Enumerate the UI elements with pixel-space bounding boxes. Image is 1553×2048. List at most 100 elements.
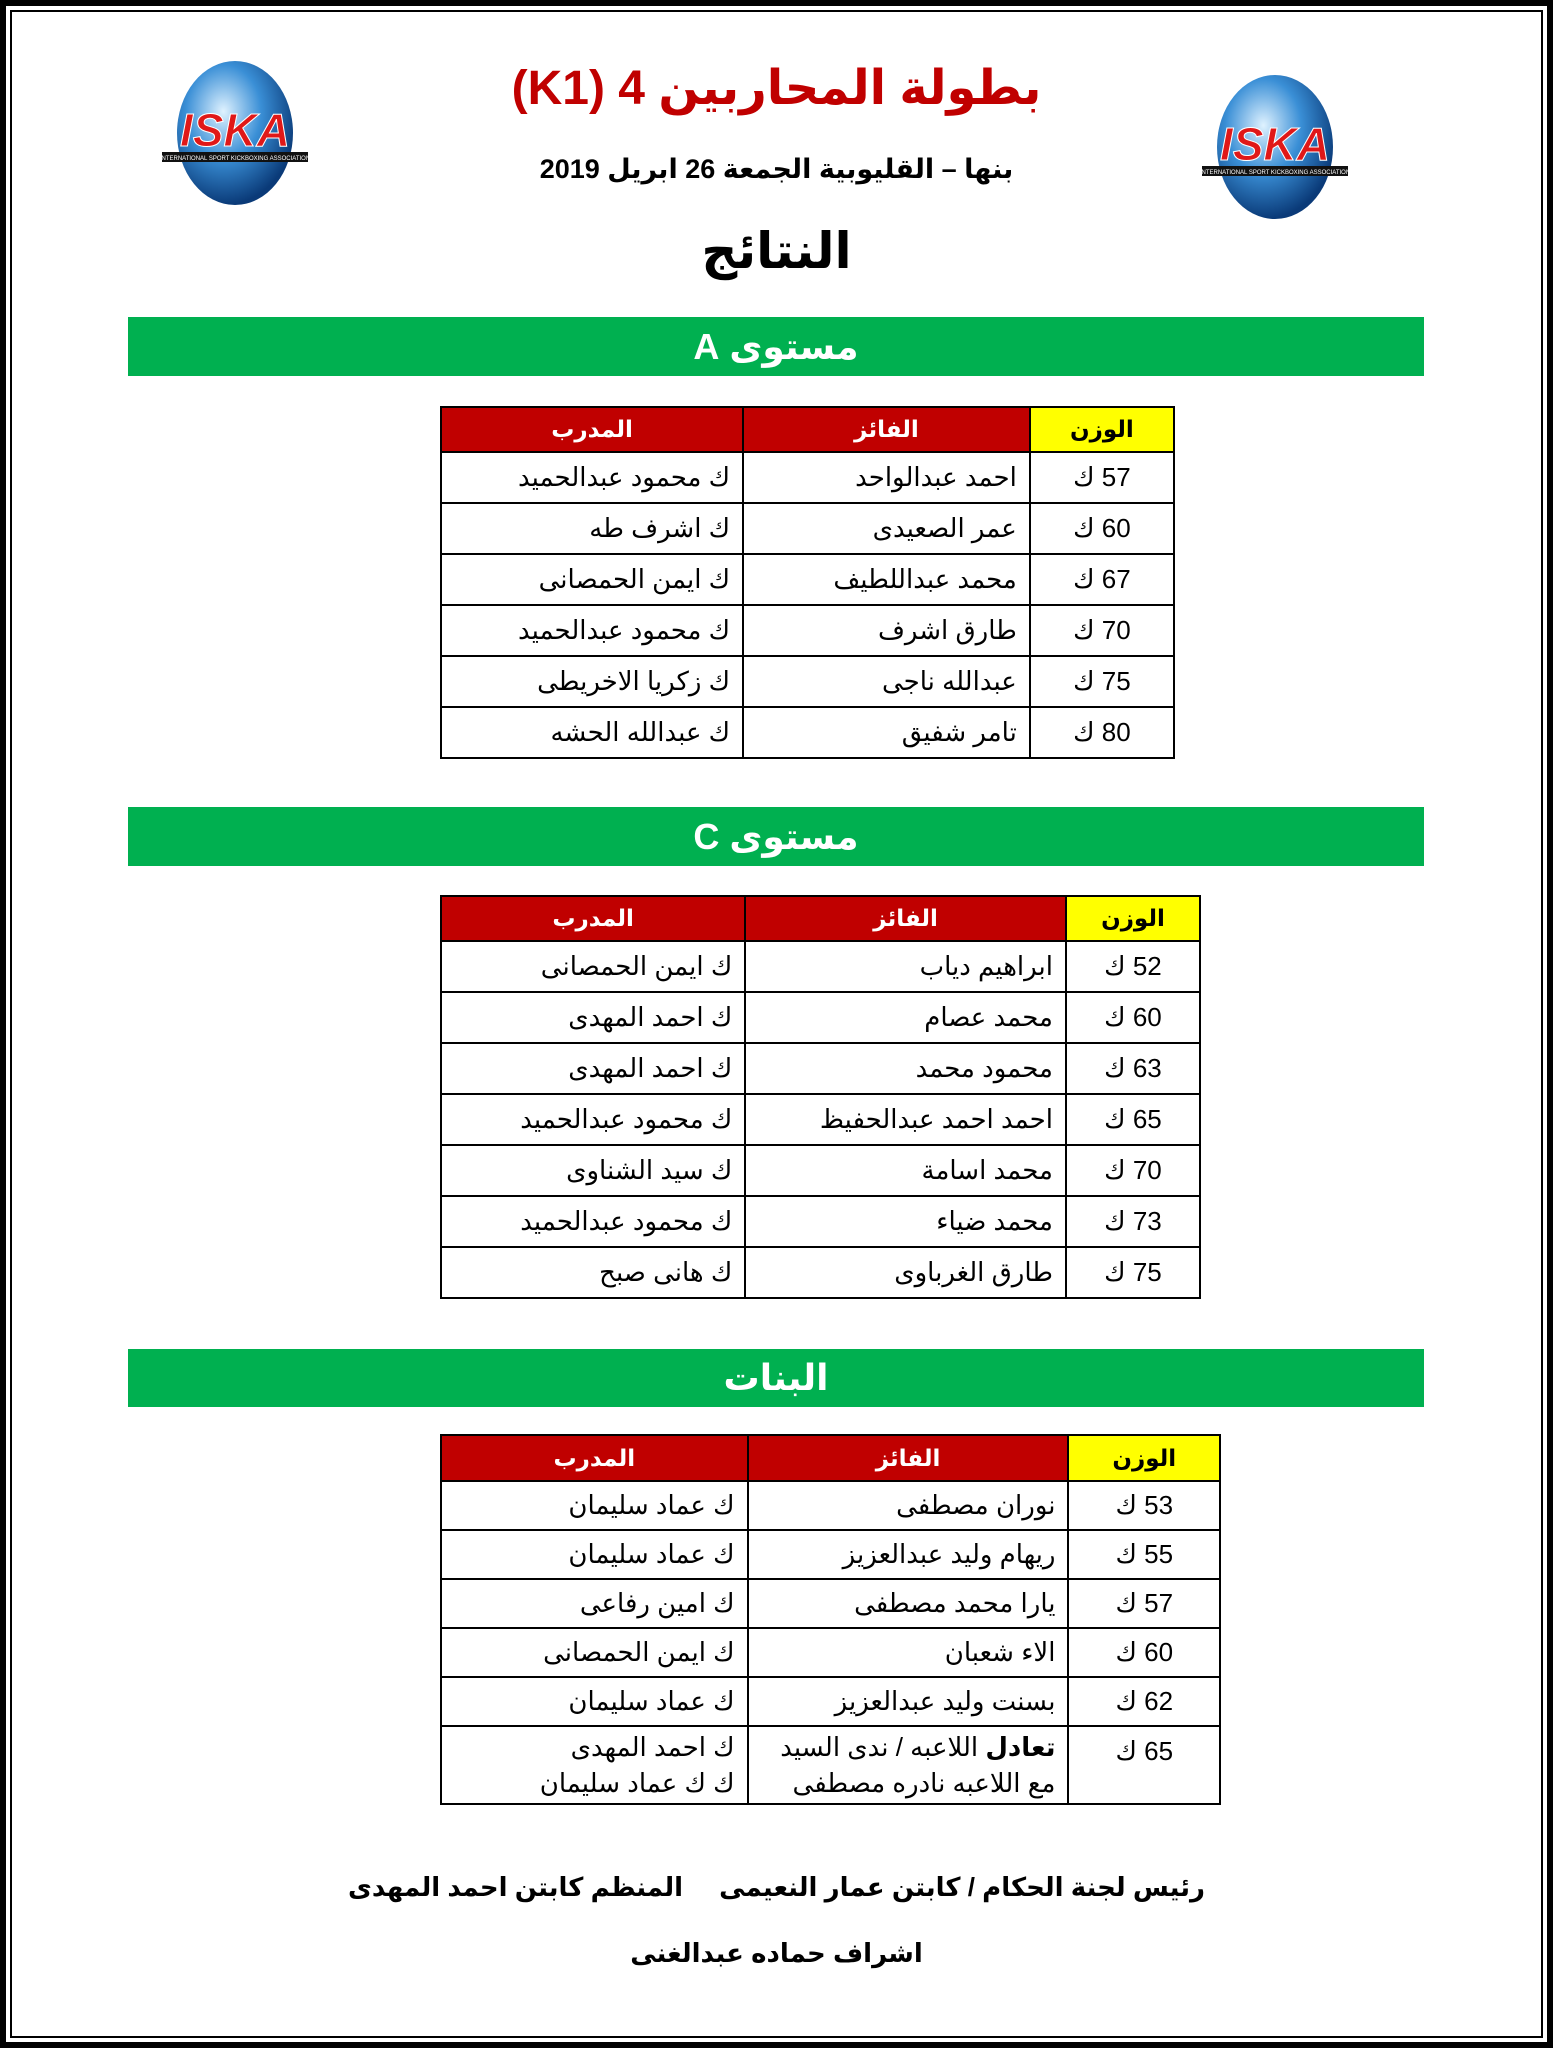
weight-cell: 65 ك [1067, 1725, 1221, 1805]
table-header-row: الوزن الفائز المدرب [440, 1434, 1221, 1482]
section-a-bar: مستوى A [128, 317, 1424, 376]
coach-cell: ك محمود عبدالحميد [439, 451, 745, 504]
winner-cell: تعادل اللاعبه / ندى السيد مع اللاعبه نادر… [746, 1725, 1070, 1805]
page-title: بطولة المحاربين 4 (K1) [511, 62, 1042, 115]
weight-cell: 57 ك [1028, 451, 1176, 504]
winner-cell: الاء شعبان [746, 1627, 1070, 1678]
draw-player-1: اللاعبه / ندى السيد [780, 1732, 986, 1762]
table-row: 60 ك الاء شعبان ك ايمن الحمصانى [440, 1627, 1221, 1678]
table-row: 67 ك محمد عبداللطيف ك ايمن الحمصانى [439, 553, 1176, 606]
winner-cell: احمد احمد عبدالحفيظ [744, 1093, 1067, 1146]
coach-cell: ك امين رفاعى [440, 1578, 749, 1629]
winner-cell: عبدالله ناجى [742, 655, 1031, 708]
section-c-bar: مستوى C [128, 807, 1424, 866]
coach-cell: ك محمود عبدالحميد [439, 1195, 747, 1248]
header-winner: الفائز [744, 895, 1067, 942]
page-inner-border [10, 10, 1543, 2038]
section-a-table: الوزن الفائز المدرب 57 ك احمد عبدالواحد ك محم… [439, 406, 1176, 759]
table-row: 70 ك محمد اسامة ك سيد الشناوى [439, 1144, 1202, 1197]
coach-line-2: ك ك عماد سليمان [539, 1768, 735, 1798]
table-row: 80 ك تامر شفيق ك عبدالله الحشه [439, 706, 1176, 759]
draw-label: تعادل [985, 1732, 1056, 1762]
table-header-row: الوزن الفائز المدرب [439, 895, 1202, 942]
svg-text:ISKA: ISKA [1220, 118, 1330, 170]
weight-cell: 67 ك [1028, 553, 1176, 606]
weight-cell: 60 ك [1064, 991, 1202, 1044]
coach-cell: ك ايمن الحمصانى [440, 1627, 749, 1678]
table-row: 73 ك محمد ضياء ك محمود عبدالحميد [439, 1195, 1202, 1248]
winner-cell: احمد عبدالواحد [742, 451, 1031, 504]
results-heading: النتائج [701, 223, 852, 279]
draw-player-2: مع اللاعبه نادره مصطفى [792, 1768, 1056, 1798]
weight-cell: 60 ك [1028, 502, 1176, 555]
table-row: 70 ك طارق اشرف ك محمود عبدالحميد [439, 604, 1176, 657]
weight-cell: 55 ك [1067, 1529, 1221, 1580]
winner-cell: محمد ضياء [744, 1195, 1067, 1248]
svg-text:ISKA: ISKA [180, 104, 290, 156]
winner-cell: ريهام وليد عبدالعزيز [746, 1529, 1070, 1580]
table-row: 60 ك محمد عصام ك احمد المهدى [439, 991, 1202, 1044]
table-row-draw: 65 ك تعادل اللاعبه / ندى السيد مع اللاعبه … [440, 1725, 1221, 1805]
table-row: 60 ك عمر الصعيدى ك اشرف طه [439, 502, 1176, 555]
section-girls-bar: البنات [128, 1349, 1424, 1407]
footer-officials: رئيس لجنة الحكام / كابتن عمار النعيمى ال… [348, 1872, 1205, 1902]
weight-cell: 60 ك [1067, 1627, 1221, 1678]
coach-cell: ك محمود عبدالحميد [439, 604, 745, 657]
coach-cell: ك عبدالله الحشه [439, 706, 745, 759]
table-row: 65 ك احمد احمد عبدالحفيظ ك محمود عبدالحميد [439, 1093, 1202, 1146]
weight-cell: 75 ك [1028, 655, 1176, 708]
weight-cell: 53 ك [1067, 1480, 1221, 1531]
event-location-date: بنها – القليوبية الجمعة 26 ابريل 2019 [539, 154, 1014, 184]
header-coach: المدرب [439, 895, 747, 942]
coach-cell: ك اشرف طه [439, 502, 745, 555]
weight-cell: 75 ك [1064, 1246, 1202, 1299]
section-girls-table: الوزن الفائز المدرب 53 ك نوران مصطفى ك عماد س… [440, 1434, 1221, 1805]
table-row: 57 ك احمد عبدالواحد ك محمود عبدالحميد [439, 451, 1176, 504]
table-header-row: الوزن الفائز المدرب [439, 406, 1176, 453]
section-c-table: الوزن الفائز المدرب 52 ك ابراهيم دياب ك ايمن … [439, 895, 1202, 1299]
winner-cell: عمر الصعيدى [742, 502, 1031, 555]
header-coach: المدرب [439, 406, 745, 453]
coach-cell: ك عماد سليمان [440, 1480, 749, 1531]
weight-cell: 70 ك [1064, 1144, 1202, 1197]
winner-cell: محمود محمد [744, 1042, 1067, 1095]
header-coach: المدرب [440, 1434, 749, 1482]
header-winner: الفائز [746, 1434, 1070, 1482]
winner-cell: طارق اشرف [742, 604, 1031, 657]
weight-cell: 63 ك [1064, 1042, 1202, 1095]
coach-cell: ك سيد الشناوى [439, 1144, 747, 1197]
weight-cell: 57 ك [1067, 1578, 1221, 1629]
winner-cell: ابراهيم دياب [744, 940, 1067, 993]
table-row: 52 ك ابراهيم دياب ك ايمن الحمصانى [439, 940, 1202, 993]
coach-cell: ك احمد المهدى [439, 1042, 747, 1095]
footer-supervisor: اشراف حماده عبدالغنى [630, 1938, 923, 1968]
table-row: 75 ك طارق الغرباوى ك هانى صبح [439, 1246, 1202, 1299]
weight-cell: 73 ك [1064, 1195, 1202, 1248]
coach-cell: ك محمود عبدالحميد [439, 1093, 747, 1146]
coach-cell: ك احمد المهدى [439, 991, 747, 1044]
coach-cell: ك احمد المهدى ك ك عماد سليمان [440, 1725, 749, 1805]
table-row: 57 ك يارا محمد مصطفى ك امين رفاعى [440, 1578, 1221, 1629]
winner-cell: تامر شفيق [742, 706, 1031, 759]
header-weight: الوزن [1067, 1434, 1221, 1482]
coach-cell: ك عماد سليمان [440, 1676, 749, 1727]
table-row: 75 ك عبدالله ناجى ك زكريا الاخريطى [439, 655, 1176, 708]
coach-cell: ك ايمن الحمصانى [439, 940, 747, 993]
coach-line-1: ك احمد المهدى [570, 1732, 735, 1762]
coach-cell: ك زكريا الاخريطى [439, 655, 745, 708]
winner-cell: طارق الغرباوى [744, 1246, 1067, 1299]
header-weight: الوزن [1028, 406, 1176, 453]
iska-logo-left: ISKA INTERNATIONAL SPORT KICKBOXING ASSO… [160, 61, 310, 205]
header-winner: الفائز [742, 406, 1031, 453]
weight-cell: 80 ك [1028, 706, 1176, 759]
winner-cell: محمد عصام [744, 991, 1067, 1044]
weight-cell: 62 ك [1067, 1676, 1221, 1727]
winner-cell: محمد اسامة [744, 1144, 1067, 1197]
table-row: 63 ك محمود محمد ك احمد المهدى [439, 1042, 1202, 1095]
table-row: 53 ك نوران مصطفى ك عماد سليمان [440, 1480, 1221, 1531]
coach-cell: ك ايمن الحمصانى [439, 553, 745, 606]
weight-cell: 65 ك [1064, 1093, 1202, 1146]
winner-cell: يارا محمد مصطفى [746, 1578, 1070, 1629]
weight-cell: 52 ك [1064, 940, 1202, 993]
